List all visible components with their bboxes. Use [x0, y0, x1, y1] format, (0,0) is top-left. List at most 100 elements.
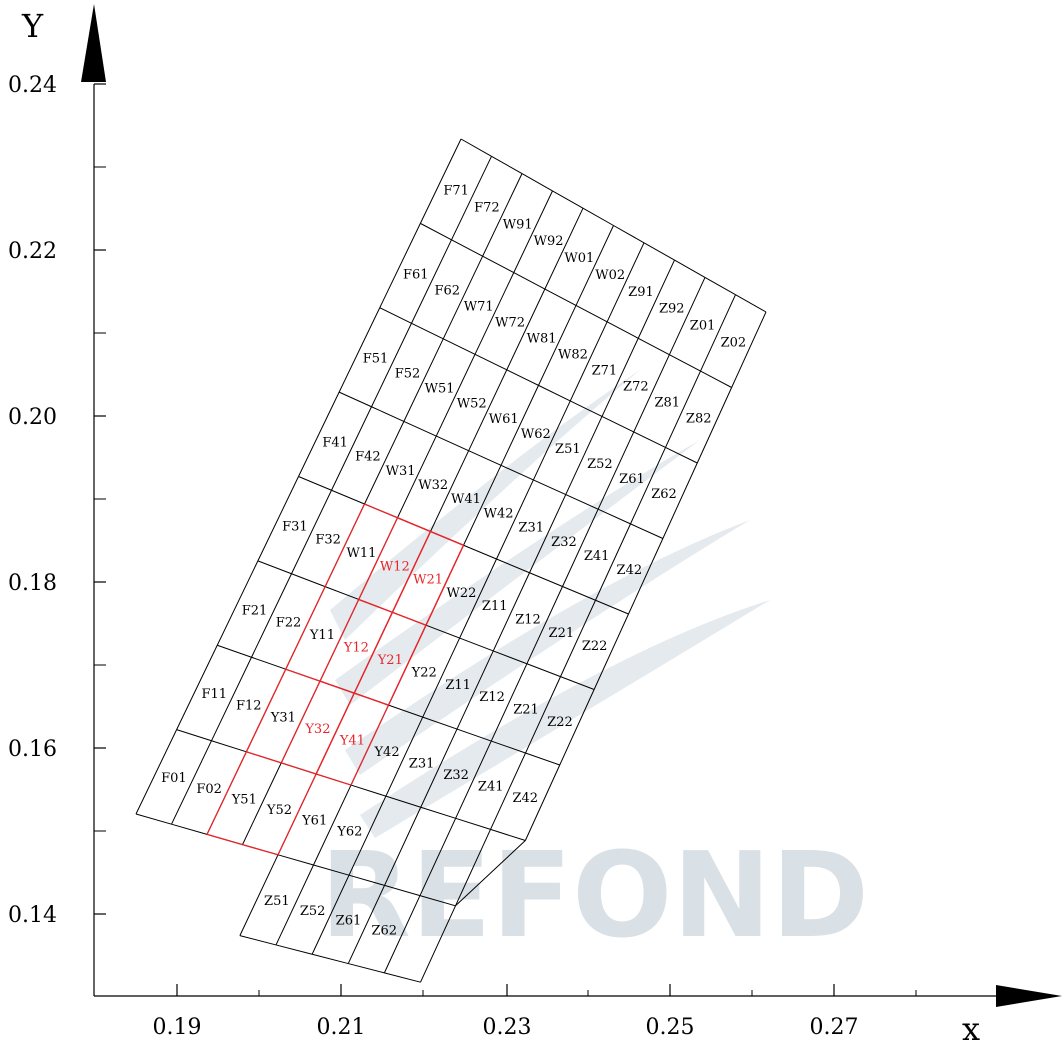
cell-label-z31: Z31	[409, 756, 435, 771]
column-line	[559, 689, 595, 766]
cell-label-w12: W12	[380, 559, 410, 574]
column-line	[455, 829, 491, 907]
cell-label-w31: W31	[386, 464, 416, 479]
row-line	[371, 406, 405, 422]
cell-label-f72: F72	[474, 200, 500, 215]
cell-label-z42: Z42	[617, 563, 643, 578]
row-line	[533, 479, 566, 496]
x-axis-label: x	[962, 1010, 980, 1044]
column-line	[275, 864, 314, 946]
row-line	[338, 391, 372, 408]
highlight-line	[285, 668, 321, 682]
column-line	[171, 740, 212, 825]
column-line	[239, 854, 279, 936]
column-line	[257, 476, 299, 562]
cell-label-z52: Z52	[587, 457, 613, 472]
cell-label-w82: W82	[558, 347, 588, 362]
cell-label-z32: Z32	[443, 768, 469, 783]
column-line	[633, 354, 670, 433]
highlight-line	[358, 517, 399, 600]
column-line	[560, 600, 596, 677]
row-line	[312, 953, 349, 965]
column-line	[490, 752, 526, 830]
cell-label-z42: Z42	[512, 791, 538, 806]
row-line	[468, 450, 502, 466]
row-line	[217, 644, 252, 658]
highlight-line	[354, 692, 389, 706]
column-line	[490, 663, 528, 742]
row-line	[490, 828, 526, 841]
row-line	[324, 586, 359, 600]
column-line	[597, 431, 635, 510]
cell-label-z21: Z21	[513, 703, 539, 718]
row-line	[606, 321, 639, 339]
row-line	[529, 572, 563, 587]
highlight-line	[319, 680, 355, 694]
row-line	[506, 369, 539, 386]
cell-label-y42: Y42	[373, 745, 399, 760]
highlight-line	[277, 773, 317, 856]
cell-label-f02: F02	[196, 782, 222, 797]
cell-label-z21: Z21	[549, 626, 575, 641]
watermark: REFOND	[320, 370, 869, 964]
column-line	[311, 874, 350, 955]
cell-label-y12: Y12	[343, 641, 369, 656]
column-line	[420, 728, 458, 808]
x-tick-label: 0.25	[646, 1015, 695, 1040]
column-line	[700, 294, 736, 372]
row-line	[601, 415, 634, 433]
cell-label-z82: Z82	[686, 411, 712, 426]
cell-label-y41: Y41	[339, 733, 365, 748]
cell-labels: F71F72W91W92W01W02Z91Z92Z01Z02F61F62W71W…	[161, 184, 746, 939]
row-line	[460, 138, 492, 157]
row-line	[331, 489, 365, 505]
cell-label-y52: Y52	[266, 803, 292, 818]
x-tick-label: 0.27	[810, 1015, 859, 1040]
column-line	[665, 370, 701, 448]
highlight-line	[245, 668, 287, 753]
watermark-text: REFOND	[320, 826, 869, 964]
cell-label-z71: Z71	[592, 363, 618, 378]
column-line	[338, 307, 381, 393]
cell-label-z32: Z32	[551, 535, 577, 550]
cell-label-z62: Z62	[371, 923, 397, 938]
cell-label-f32: F32	[315, 533, 341, 548]
cell-label-f12: F12	[236, 699, 262, 714]
row-line	[379, 307, 412, 324]
row-line	[674, 259, 706, 278]
row-line	[630, 523, 664, 539]
cell-label-f71: F71	[443, 184, 469, 199]
cell-label-y11: Y11	[309, 628, 335, 643]
column-line	[606, 242, 645, 323]
cell-label-w81: W81	[527, 331, 557, 346]
cell-label-z01: Z01	[690, 318, 716, 333]
y-tick-label: 0.20	[8, 405, 57, 430]
cell-label-z11: Z11	[445, 678, 471, 693]
highlight-line	[387, 624, 427, 706]
row-line	[565, 494, 599, 510]
cell-label-w92: W92	[534, 234, 564, 249]
highlight-line	[364, 503, 398, 519]
highlight-line	[280, 680, 321, 764]
cell-label-z91: Z91	[628, 285, 654, 300]
cell-label-y51: Y51	[231, 792, 257, 807]
row-line	[525, 752, 560, 766]
cell-label-w71: W71	[464, 299, 494, 314]
highlight-line	[206, 751, 247, 835]
row-line	[665, 447, 698, 464]
highlight-line	[242, 843, 279, 856]
cell-label-z41: Z41	[478, 779, 504, 794]
row-line	[463, 544, 497, 560]
row-line	[211, 740, 247, 753]
column-line	[562, 509, 599, 587]
row-line	[239, 935, 277, 946]
row-line	[388, 704, 423, 718]
cell-label-w51: W51	[425, 382, 455, 397]
column-line	[419, 138, 462, 224]
highlight-line	[315, 773, 352, 786]
row-line	[350, 784, 387, 797]
column-line	[731, 311, 767, 388]
row-line	[704, 276, 736, 296]
highlight-line	[324, 503, 366, 587]
row-line	[459, 637, 494, 652]
